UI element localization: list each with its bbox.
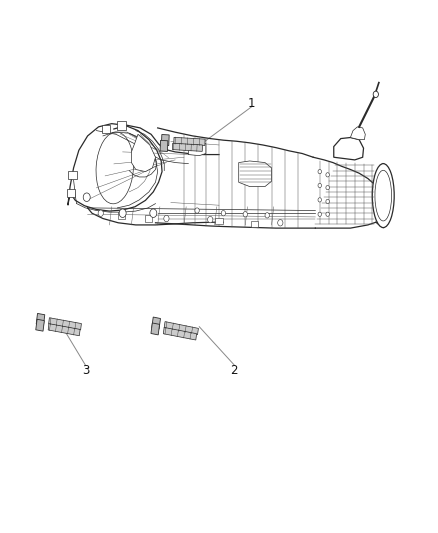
Ellipse shape [372,164,394,228]
Polygon shape [68,124,162,211]
Polygon shape [173,143,202,151]
Polygon shape [164,321,198,335]
Ellipse shape [96,132,134,204]
Circle shape [195,208,199,213]
Polygon shape [188,140,206,156]
Polygon shape [239,161,272,187]
Bar [67,189,75,197]
Polygon shape [162,134,169,146]
Polygon shape [49,318,81,330]
Bar [118,212,125,219]
Circle shape [326,199,329,204]
Circle shape [243,212,247,217]
Polygon shape [48,324,80,336]
Polygon shape [350,127,365,140]
Text: 3: 3 [82,364,89,377]
Bar [102,125,110,133]
Polygon shape [151,323,159,335]
Polygon shape [160,140,168,151]
Circle shape [119,209,126,217]
Circle shape [326,212,329,216]
Polygon shape [36,313,45,325]
Circle shape [318,212,321,216]
Circle shape [164,215,169,222]
Bar [215,218,223,224]
Text: 2: 2 [230,364,238,377]
Text: 1: 1 [248,98,256,110]
Polygon shape [334,138,364,160]
Polygon shape [174,138,205,146]
Circle shape [373,91,378,98]
Circle shape [150,209,157,217]
Polygon shape [152,317,160,329]
Circle shape [98,210,103,216]
Polygon shape [36,319,44,331]
Polygon shape [163,327,197,340]
Circle shape [221,211,226,216]
Bar [145,215,152,222]
Circle shape [318,183,321,188]
Ellipse shape [375,171,392,221]
Circle shape [278,220,283,226]
Bar [68,171,77,179]
Circle shape [318,169,321,174]
Circle shape [318,198,321,202]
Circle shape [265,213,269,218]
Polygon shape [131,134,155,172]
Bar [117,121,126,130]
Bar [251,221,258,227]
Circle shape [326,185,329,190]
Circle shape [83,193,90,201]
Circle shape [326,173,329,177]
Circle shape [208,216,213,223]
